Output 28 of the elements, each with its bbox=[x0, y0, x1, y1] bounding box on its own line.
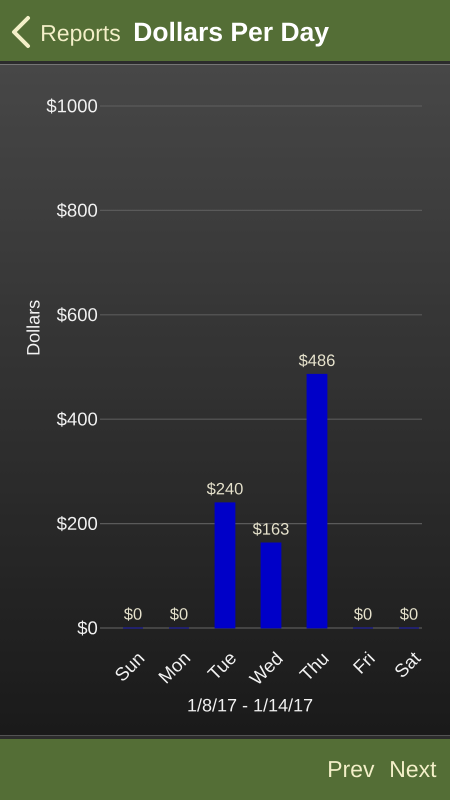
data-label: $486 bbox=[298, 354, 335, 368]
y-tick-label: $1000 bbox=[46, 98, 98, 114]
x-tick-label: Sun bbox=[116, 654, 145, 680]
x-axis-title: 1/8/17 - 1/14/17 bbox=[188, 698, 312, 712]
chart-title: Dollars Per Day bbox=[134, 22, 329, 46]
bar bbox=[306, 374, 328, 628]
x-tick-label: Thu bbox=[298, 654, 330, 679]
y-tick-label: $400 bbox=[56, 412, 98, 427]
y-tick-label: $200 bbox=[56, 516, 98, 532]
y-tick-label: $600 bbox=[56, 307, 98, 322]
data-label: $240 bbox=[206, 482, 243, 496]
x-tick-label: Fri bbox=[352, 651, 376, 674]
data-label: $163 bbox=[252, 522, 289, 536]
x-tick-label: Sat bbox=[395, 652, 422, 677]
text: Next bbox=[391, 761, 436, 778]
text: Reports bbox=[42, 25, 120, 46]
data-label: $0 bbox=[354, 607, 372, 621]
data-label: $0 bbox=[170, 607, 188, 621]
y-axis-title: Dollars bbox=[26, 300, 40, 354]
data-label: $0 bbox=[124, 607, 142, 621]
bar bbox=[260, 542, 282, 628]
data-label: $0 bbox=[400, 607, 418, 621]
text: Prev bbox=[329, 761, 374, 778]
x-tick-label: Tue bbox=[206, 654, 236, 678]
y-tick-label: $0 bbox=[77, 620, 98, 636]
x-tick-label: Mon bbox=[158, 654, 191, 684]
bar bbox=[214, 502, 236, 628]
y-tick-label: $800 bbox=[56, 202, 98, 218]
